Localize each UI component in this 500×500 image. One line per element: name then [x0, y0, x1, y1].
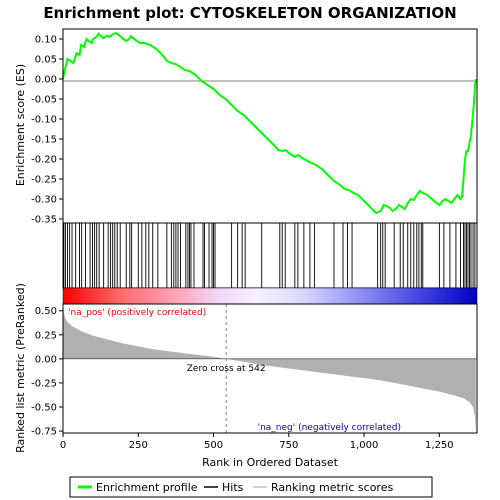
- es-tick-label: 0.00: [35, 75, 57, 86]
- es-y-axis-label: Enrichment score (ES): [14, 64, 27, 186]
- x-tick-label: 500: [204, 440, 223, 451]
- es-tick-label: 0.10: [35, 35, 57, 46]
- legend-label-profile: Enrichment profile: [96, 481, 198, 494]
- es-tick-label: -0.35: [31, 215, 57, 226]
- chart-title: Enrichment plot: CYTOSKELETON ORGANIZATI…: [43, 4, 456, 22]
- zero-cross-label: Zero cross at 542: [187, 364, 266, 374]
- x-axis-label: Rank in Ordered Dataset: [202, 456, 339, 469]
- legend-label-hits: Hits: [222, 481, 244, 494]
- metric-panel: Zero cross at 542 'na_pos' (positively c…: [31, 303, 478, 438]
- enrichment-profile-line: [62, 31, 477, 215]
- metric-tick-label: -0.25: [31, 378, 57, 389]
- metric-panel-frame: [62, 303, 478, 434]
- es-tick-label: -0.20: [31, 155, 57, 166]
- x-axis-ticks: 0 250 500 750 1,000 1,250: [60, 433, 454, 451]
- legend-label-metric: Ranking metric scores: [271, 481, 393, 494]
- hits-panel: [62, 222, 478, 289]
- metric-tick-label: 0.50: [35, 306, 57, 317]
- x-tick-label: 1,000: [350, 440, 379, 451]
- x-tick-label: 750: [279, 440, 298, 451]
- es-panel: 0.10 0.05 0.00 -0.05 -0.10 -0.15 -0.20 -0.25 -0.…: [31, 28, 478, 226]
- x-tick-label: 1,250: [425, 440, 454, 451]
- es-y-ticks: 0.10 0.05 0.00 -0.05 -0.10 -0.15 -0.20 -0.25 -0.…: [31, 35, 63, 226]
- es-panel-frame: [62, 28, 478, 224]
- neg-label: 'na_neg' (negatively correlated): [258, 423, 401, 433]
- es-tick-label: -0.05: [31, 95, 57, 106]
- metric-y-axis-label: Ranked list metric (PreRanked): [14, 283, 27, 453]
- es-tick-label: -0.10: [31, 115, 57, 126]
- x-tick-label: 250: [129, 440, 148, 451]
- es-tick-label: -0.25: [31, 175, 57, 186]
- colorbar: [62, 287, 478, 305]
- metric-tick-label: 0.00: [35, 354, 57, 365]
- es-tick-label: -0.15: [31, 135, 57, 146]
- hit-lines: [63, 223, 476, 288]
- x-tick-label: 0: [60, 440, 66, 451]
- pos-label: 'na_pos' (positively correlated): [68, 308, 206, 318]
- es-tick-label: -0.30: [31, 195, 57, 206]
- ranking-metric-area: [63, 305, 476, 432]
- es-tick-label: 0.05: [35, 55, 57, 66]
- legend-box: [69, 476, 433, 498]
- metric-y-ticks: 0.50 0.25 0.00 -0.25 -0.50 -0.75: [31, 306, 63, 438]
- metric-tick-label: -0.75: [31, 427, 57, 438]
- hits-panel-frame: [62, 222, 478, 289]
- metric-tick-label: 0.25: [35, 330, 57, 341]
- ranking-colorbar: [62, 287, 478, 305]
- metric-tick-label: -0.50: [31, 403, 57, 414]
- legend: Enrichment profile Hits Ranking metric s…: [69, 476, 433, 498]
